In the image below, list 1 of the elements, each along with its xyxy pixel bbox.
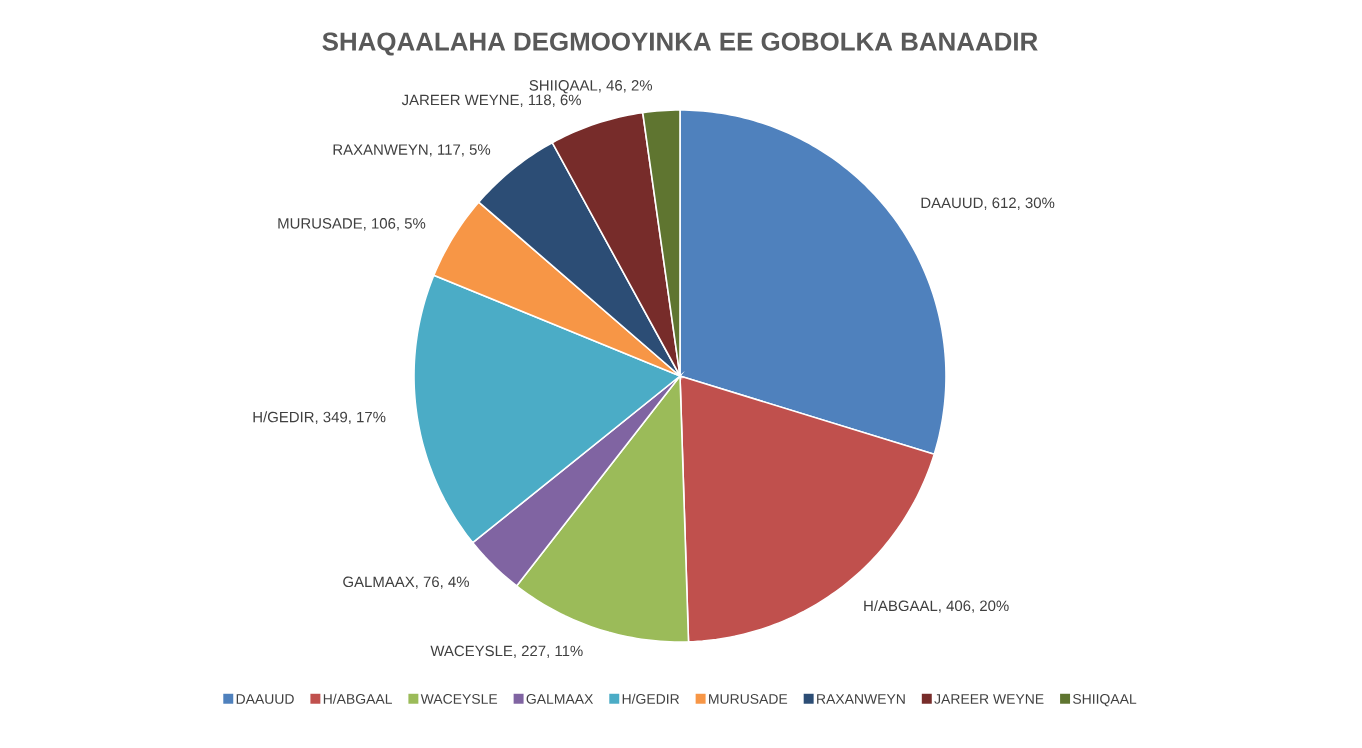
chart-title: SHAQAALAHA DEGMOOYINKA EE GOBOLKA BANAADIR (322, 32, 1038, 56)
